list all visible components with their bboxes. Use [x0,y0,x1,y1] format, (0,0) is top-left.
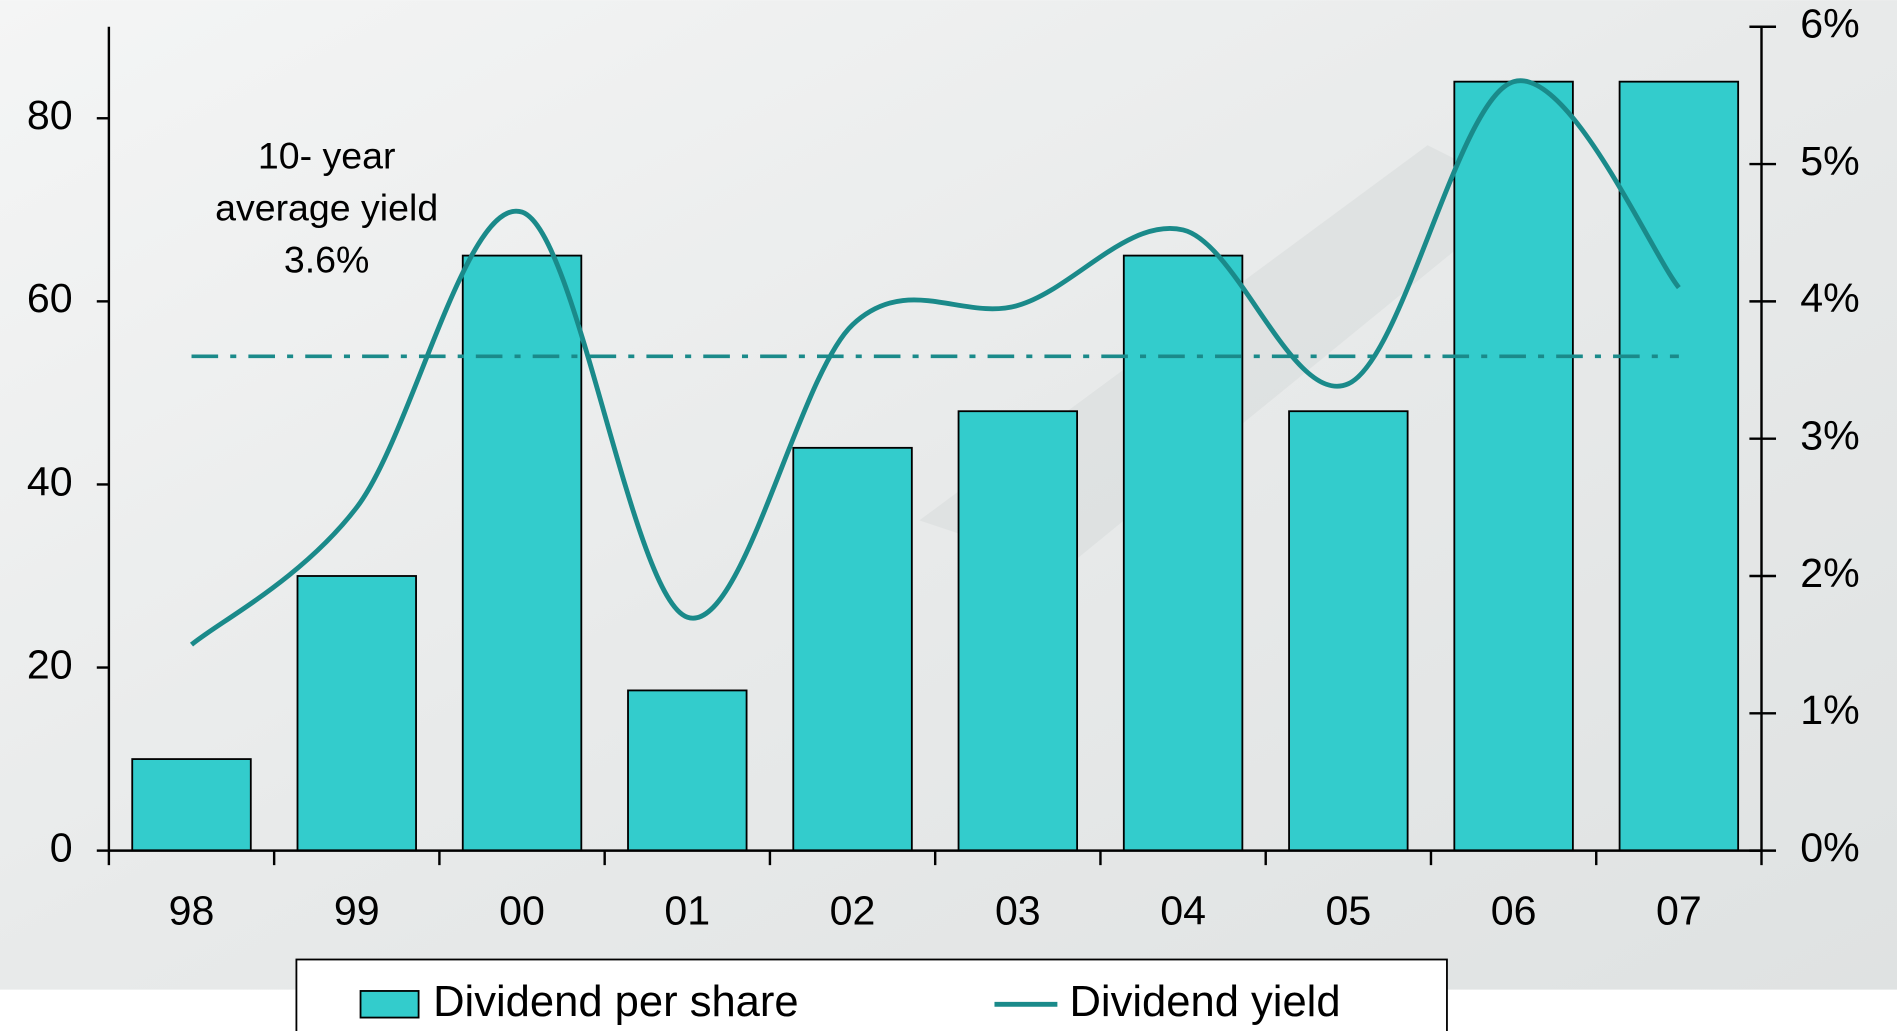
legend-box [295,958,1448,1036]
x-tick-label: 99 [334,887,380,933]
y2-tick-label: 5% [1800,138,1859,184]
bar [1618,80,1740,852]
average-label: 10- year [258,135,396,177]
average-label: 3.6% [284,239,369,281]
x-tick-label: 03 [995,887,1041,933]
y2-tick-label: 6% [1800,1,1859,47]
y-tick-label: 80 [27,92,73,138]
y-tick-label: 60 [27,275,73,321]
bar [792,446,913,852]
legend-swatch [359,990,420,1019]
yield-line [189,78,1681,647]
bar [1122,254,1244,852]
bar [131,758,252,852]
x-tick-label: 01 [664,887,710,933]
y2-tick-label: 3% [1800,413,1859,459]
legend-label: Dividend yield [1069,978,1340,1026]
y2-tick-label: 2% [1800,550,1859,596]
average-label: average yield [215,187,438,229]
x-tick-label: 02 [830,887,876,933]
y-tick-label: 20 [27,641,73,687]
y-tick-label: 40 [27,458,73,504]
bar [296,575,417,852]
y-tick-label: 0 [50,824,73,870]
x-tick-label: 98 [169,887,215,933]
bar [627,689,748,852]
y2-tick-label: 1% [1800,687,1859,733]
legend-label: Dividend per share [433,978,799,1026]
bar [957,410,1079,852]
x-tick-label: 07 [1656,887,1702,933]
y2-tick-label: 0% [1800,824,1859,870]
x-tick-label: 04 [1160,887,1206,933]
x-tick-label: 06 [1491,887,1537,933]
x-tick-label: 00 [499,887,545,933]
y2-tick-label: 4% [1800,275,1859,321]
bar [1453,80,1574,852]
x-tick-label: 05 [1325,887,1371,933]
bar [461,254,583,852]
bar [1288,410,1409,852]
